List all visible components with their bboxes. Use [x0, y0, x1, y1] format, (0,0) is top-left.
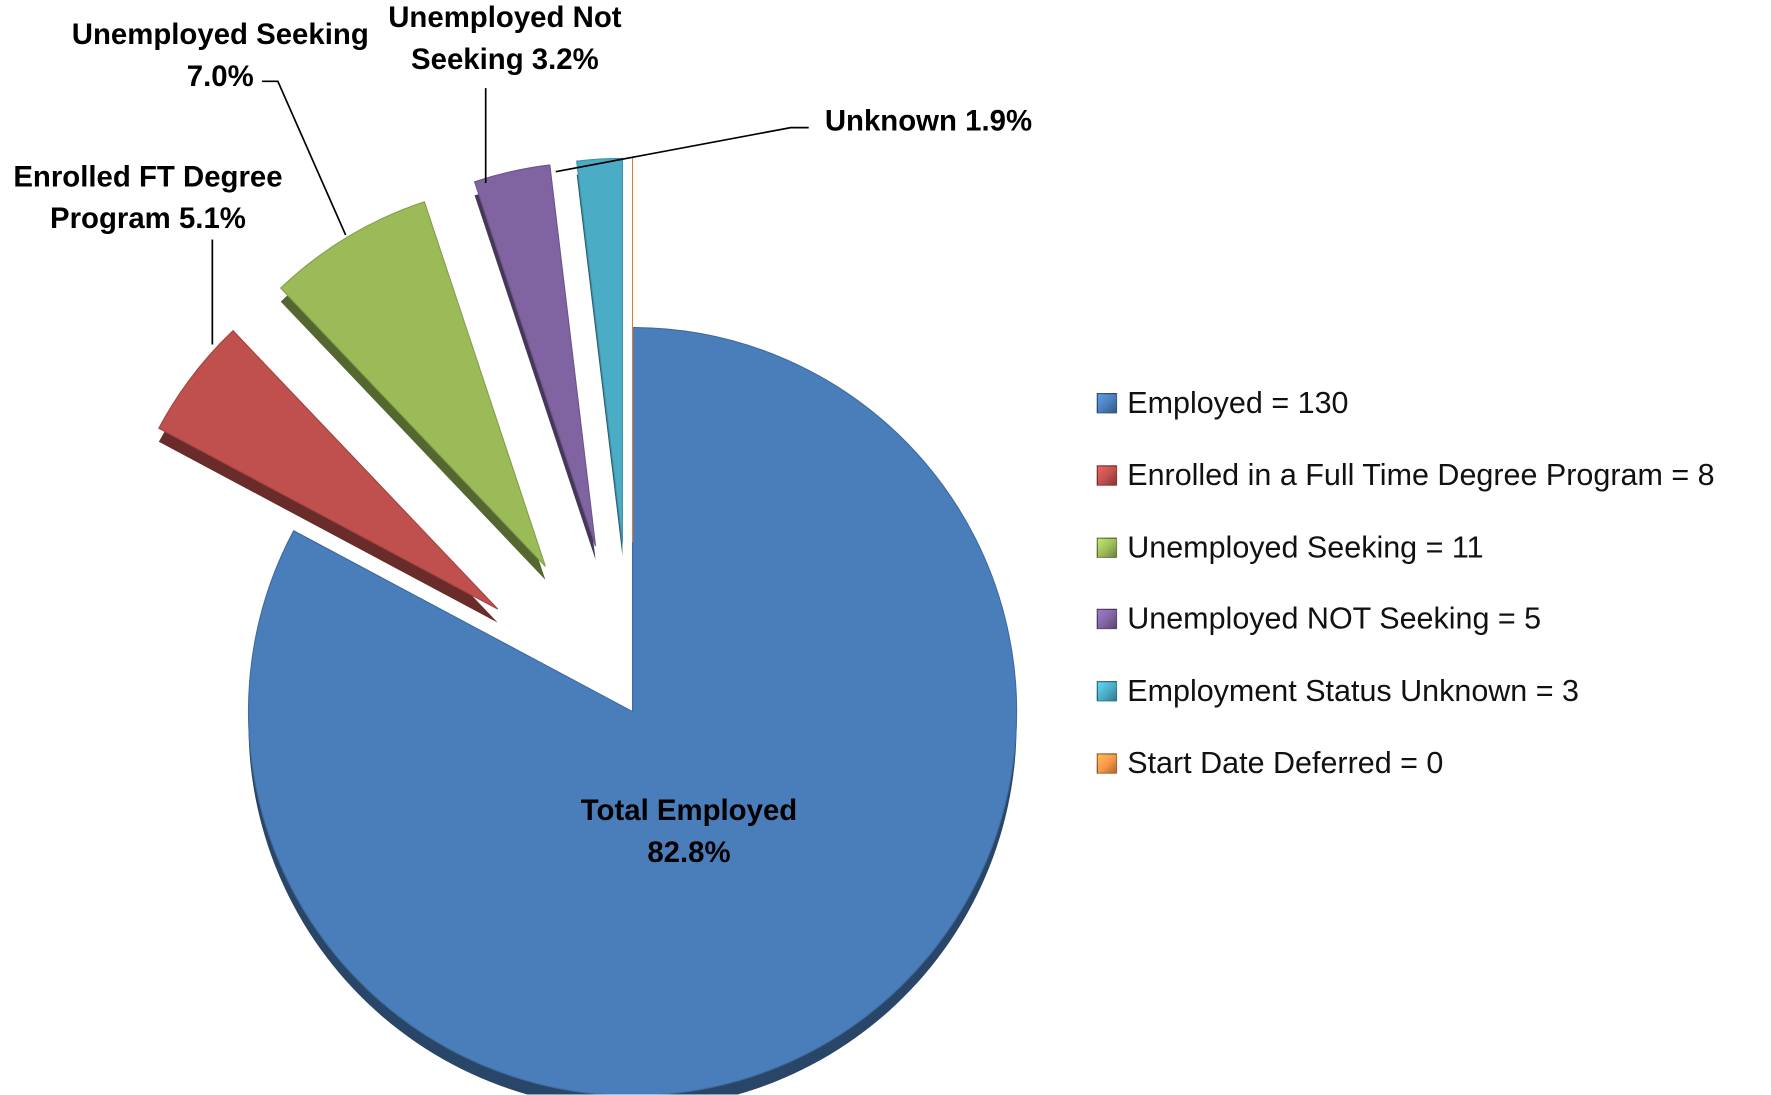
- legend-swatch: [1096, 681, 1118, 702]
- data-label: Total Employed 82.8%: [580, 792, 798, 869]
- leader-line: [262, 80, 347, 236]
- slice: [473, 164, 597, 547]
- pie: [158, 157, 1018, 1095]
- legend-swatch: [1096, 609, 1118, 630]
- slice: [279, 201, 546, 567]
- data-label: Unemployed Not Seeking 3.2%: [388, 0, 622, 76]
- legend-entry: Employed = 130: [1127, 385, 1349, 420]
- leader-lines: [211, 80, 809, 345]
- slice: [158, 329, 499, 610]
- slice: [247, 326, 1018, 1095]
- data-label: Unemployed Seeking 7.0%: [71, 16, 369, 93]
- legend-swatch: [1096, 537, 1118, 558]
- legend-swatch: [1096, 393, 1118, 414]
- data-label: Unknown 1.9%: [824, 103, 1033, 138]
- data-label: Enrolled FT Degree Program 5.1%: [13, 159, 283, 235]
- legend-entry: Enrolled in a Full Time Degree Program =…: [1127, 457, 1715, 492]
- legend-swatch: [1096, 465, 1118, 486]
- legend-entry: Unemployed NOT Seeking = 5: [1127, 601, 1542, 636]
- legend-entry: Employment Status Unknown = 3: [1127, 673, 1579, 708]
- leader-line: [555, 126, 809, 173]
- legend-entry: Start Date Deferred = 0: [1127, 746, 1444, 780]
- legend-swatch: [1096, 753, 1118, 774]
- legend-entry: Unemployed Seeking = 11: [1127, 529, 1484, 564]
